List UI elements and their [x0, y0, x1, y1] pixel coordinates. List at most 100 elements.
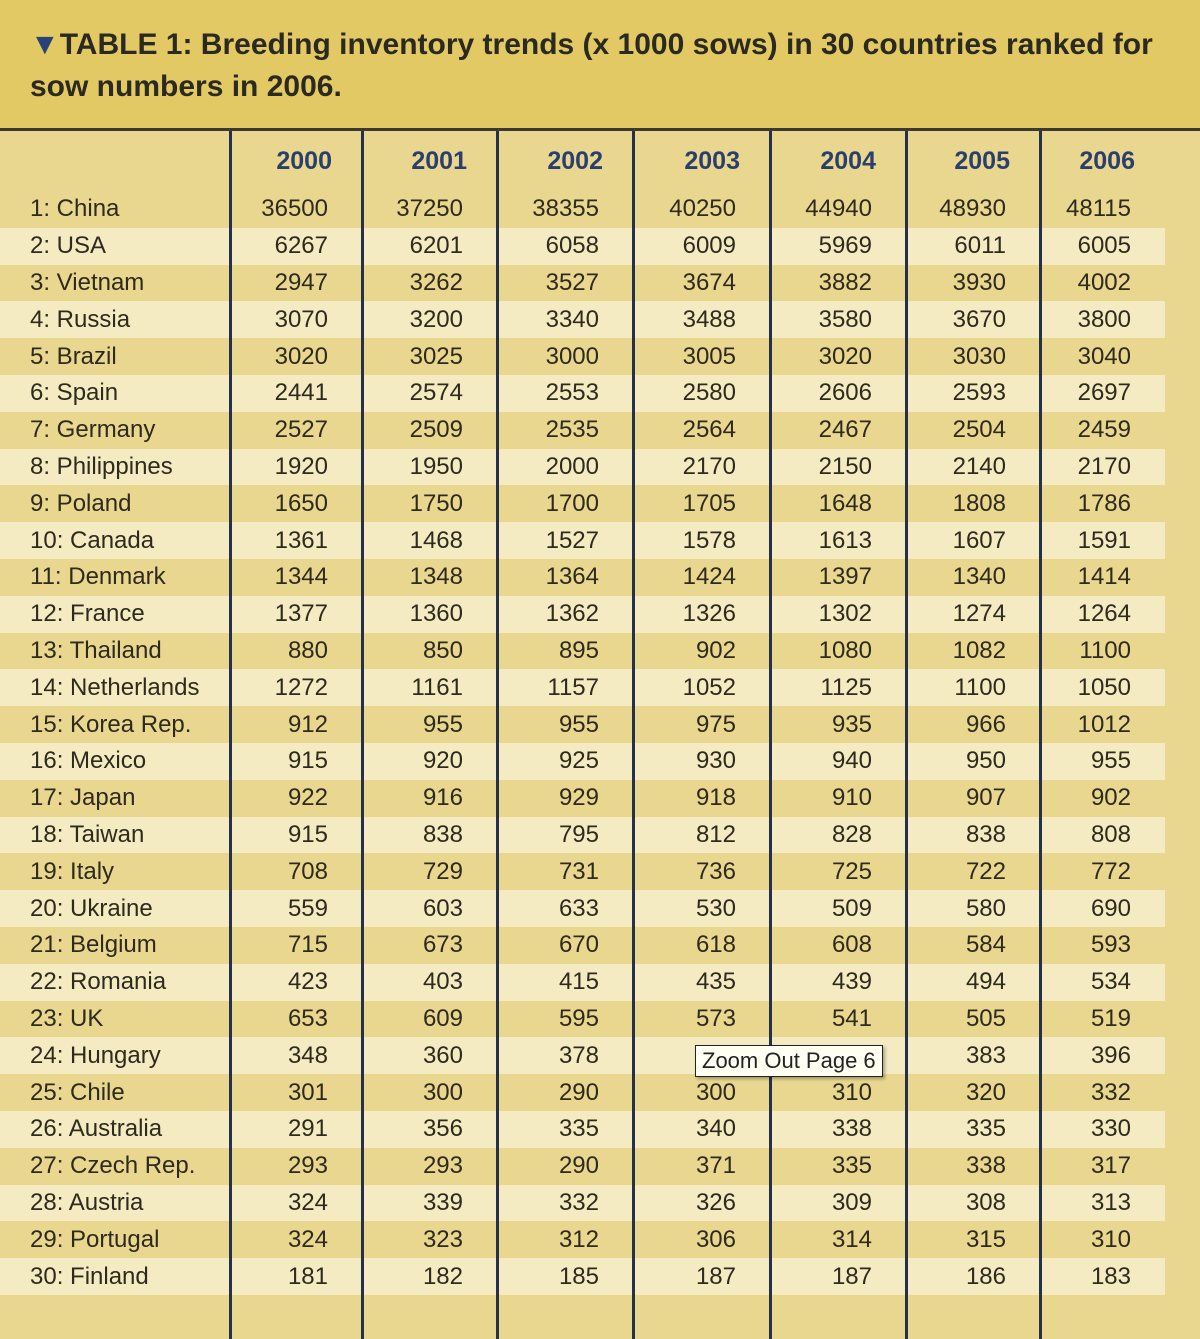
- value-cell: 1302: [770, 595, 906, 633]
- value-cell: 494: [906, 963, 1040, 1001]
- column-divider: [905, 131, 908, 1339]
- value-cell: 1414: [1077, 563, 1131, 591]
- value-cell: 326: [633, 1184, 770, 1222]
- value-cell: 2441: [230, 374, 362, 412]
- corner-cell: [0, 131, 230, 191]
- value-cell: 301: [287, 1078, 328, 1106]
- value-cell: 360: [362, 1037, 497, 1075]
- value-cell: 310: [831, 1078, 872, 1106]
- country-label: 21: Belgium: [30, 931, 157, 959]
- value-cell: 880: [287, 636, 328, 664]
- table-row: 6: Spain 2441 2574 2553 2580 2606 2593 2697: [0, 374, 1165, 412]
- value-cell: 850: [422, 636, 463, 664]
- year-header: 2001: [411, 146, 467, 175]
- value-cell: 310: [1090, 1225, 1131, 1253]
- value-cell: 838: [362, 816, 497, 854]
- country-label: 28: Austria: [0, 1184, 230, 1222]
- value-cell: 2553: [497, 374, 633, 412]
- value-cell: 1578: [633, 522, 770, 559]
- value-cell: 1950: [362, 448, 497, 486]
- value-cell: 6201: [362, 227, 497, 265]
- value-cell: 2504: [952, 416, 1006, 444]
- value-cell: 935: [831, 710, 872, 738]
- value-cell: 6011: [906, 227, 1040, 265]
- country-label: 3: Vietnam: [30, 268, 145, 296]
- value-cell: 1161: [362, 669, 497, 707]
- table-row: 1: China 36500 37250 38355 40250 44940 48930 48…: [0, 191, 1165, 228]
- country-label: 22: Romania: [0, 963, 230, 1001]
- value-cell: 314: [831, 1225, 872, 1253]
- value-cell: 1360: [362, 595, 497, 633]
- year-header: 2005: [954, 146, 1010, 175]
- value-cell: 725: [831, 857, 872, 885]
- country-label: 6: Spain: [0, 374, 230, 412]
- value-cell: 324: [287, 1225, 328, 1253]
- value-cell: 3580: [770, 301, 906, 339]
- table-row: 12: France 1377 1360 1362 1326 1302 1274 1264: [0, 595, 1165, 633]
- value-cell: 187: [770, 1258, 906, 1295]
- value-cell: 187: [633, 1258, 770, 1295]
- table-row: 19: Italy 708 729 731 736 725 722 772: [0, 853, 1165, 890]
- country-label: 1: China: [30, 195, 120, 223]
- value-cell: 2170: [633, 448, 770, 486]
- table-row: 16: Mexico 915 920 925 930 940 950 955: [0, 742, 1165, 780]
- breeding-inventory-table: 2000 2001 2002 2003 2004 2005 2006 1: China 365…: [0, 131, 1165, 1295]
- value-cell: 929: [558, 784, 599, 812]
- value-cell: 690: [1040, 890, 1165, 927]
- value-cell: 44940: [805, 195, 872, 223]
- value-cell: 2564: [682, 416, 736, 444]
- value-cell: 1052: [633, 669, 770, 707]
- value-cell: 1377: [230, 595, 362, 633]
- value-cell: 1920: [230, 448, 362, 486]
- value-cell: 1607: [906, 522, 1040, 559]
- value-cell: 332: [497, 1184, 633, 1222]
- value-cell: 603: [362, 890, 497, 927]
- value-cell: 902: [1090, 784, 1131, 812]
- value-cell: 290: [558, 1078, 599, 1106]
- value-cell: 559: [230, 890, 362, 927]
- value-cell: 966: [965, 710, 1006, 738]
- value-cell: 1591: [1040, 522, 1165, 559]
- value-cell: 3488: [633, 301, 770, 339]
- value-cell: 519: [1090, 1004, 1131, 1032]
- country-label: 7: Germany: [30, 416, 156, 444]
- value-cell: 912: [287, 710, 328, 738]
- table-row: 25: Chile 301 300 290 300 310 320 332: [0, 1074, 1165, 1111]
- value-cell: 2140: [906, 448, 1040, 486]
- value-cell: 955: [1040, 742, 1165, 780]
- value-cell: 1125: [770, 669, 906, 707]
- value-cell: 1274: [906, 595, 1040, 633]
- table-row: 9: Poland 1650 1750 1700 1705 1648 1808 1786: [0, 485, 1165, 522]
- value-cell: 1326: [633, 595, 770, 633]
- value-cell: 371: [695, 1152, 736, 1180]
- country-label: 20: Ukraine: [0, 890, 230, 927]
- value-cell: 955: [422, 710, 463, 738]
- value-cell: 309: [770, 1184, 906, 1222]
- triangle-marker-icon: ▼: [30, 28, 60, 61]
- value-cell: 1272: [230, 669, 362, 707]
- country-label: 26: Australia: [0, 1110, 230, 1148]
- value-cell: 573: [695, 1004, 736, 1032]
- value-cell: 1012: [1077, 710, 1131, 738]
- table-row: 22: Romania 423 403 415 435 439 494 534: [0, 963, 1165, 1001]
- value-cell: 332: [1090, 1078, 1131, 1106]
- value-cell: 1786: [1077, 489, 1131, 517]
- value-cell: 772: [1090, 857, 1131, 885]
- value-cell: 3005: [682, 342, 736, 370]
- table-row: 29: Portugal 324 323 312 306 314 315 310: [0, 1221, 1165, 1258]
- value-cell: 3527: [545, 268, 599, 296]
- value-cell: 907: [965, 784, 1006, 812]
- value-cell: 673: [422, 931, 463, 959]
- value-cell: 541: [831, 1004, 872, 1032]
- value-cell: 2527: [274, 416, 328, 444]
- table-row: 8: Philippines 1920 1950 2000 2170 2150 2140 21…: [0, 448, 1165, 486]
- value-cell: 593: [1090, 931, 1131, 959]
- value-cell: 618: [695, 931, 736, 959]
- value-cell: 317: [1090, 1152, 1131, 1180]
- value-cell: 1100: [1079, 636, 1131, 664]
- table-row: 14: Netherlands 1272 1161 1157 1052 1125 1100 1…: [0, 669, 1165, 707]
- value-cell: 534: [1040, 963, 1165, 1001]
- value-cell: 3340: [497, 301, 633, 339]
- value-cell: 2606: [770, 374, 906, 412]
- value-cell: 653: [287, 1004, 328, 1032]
